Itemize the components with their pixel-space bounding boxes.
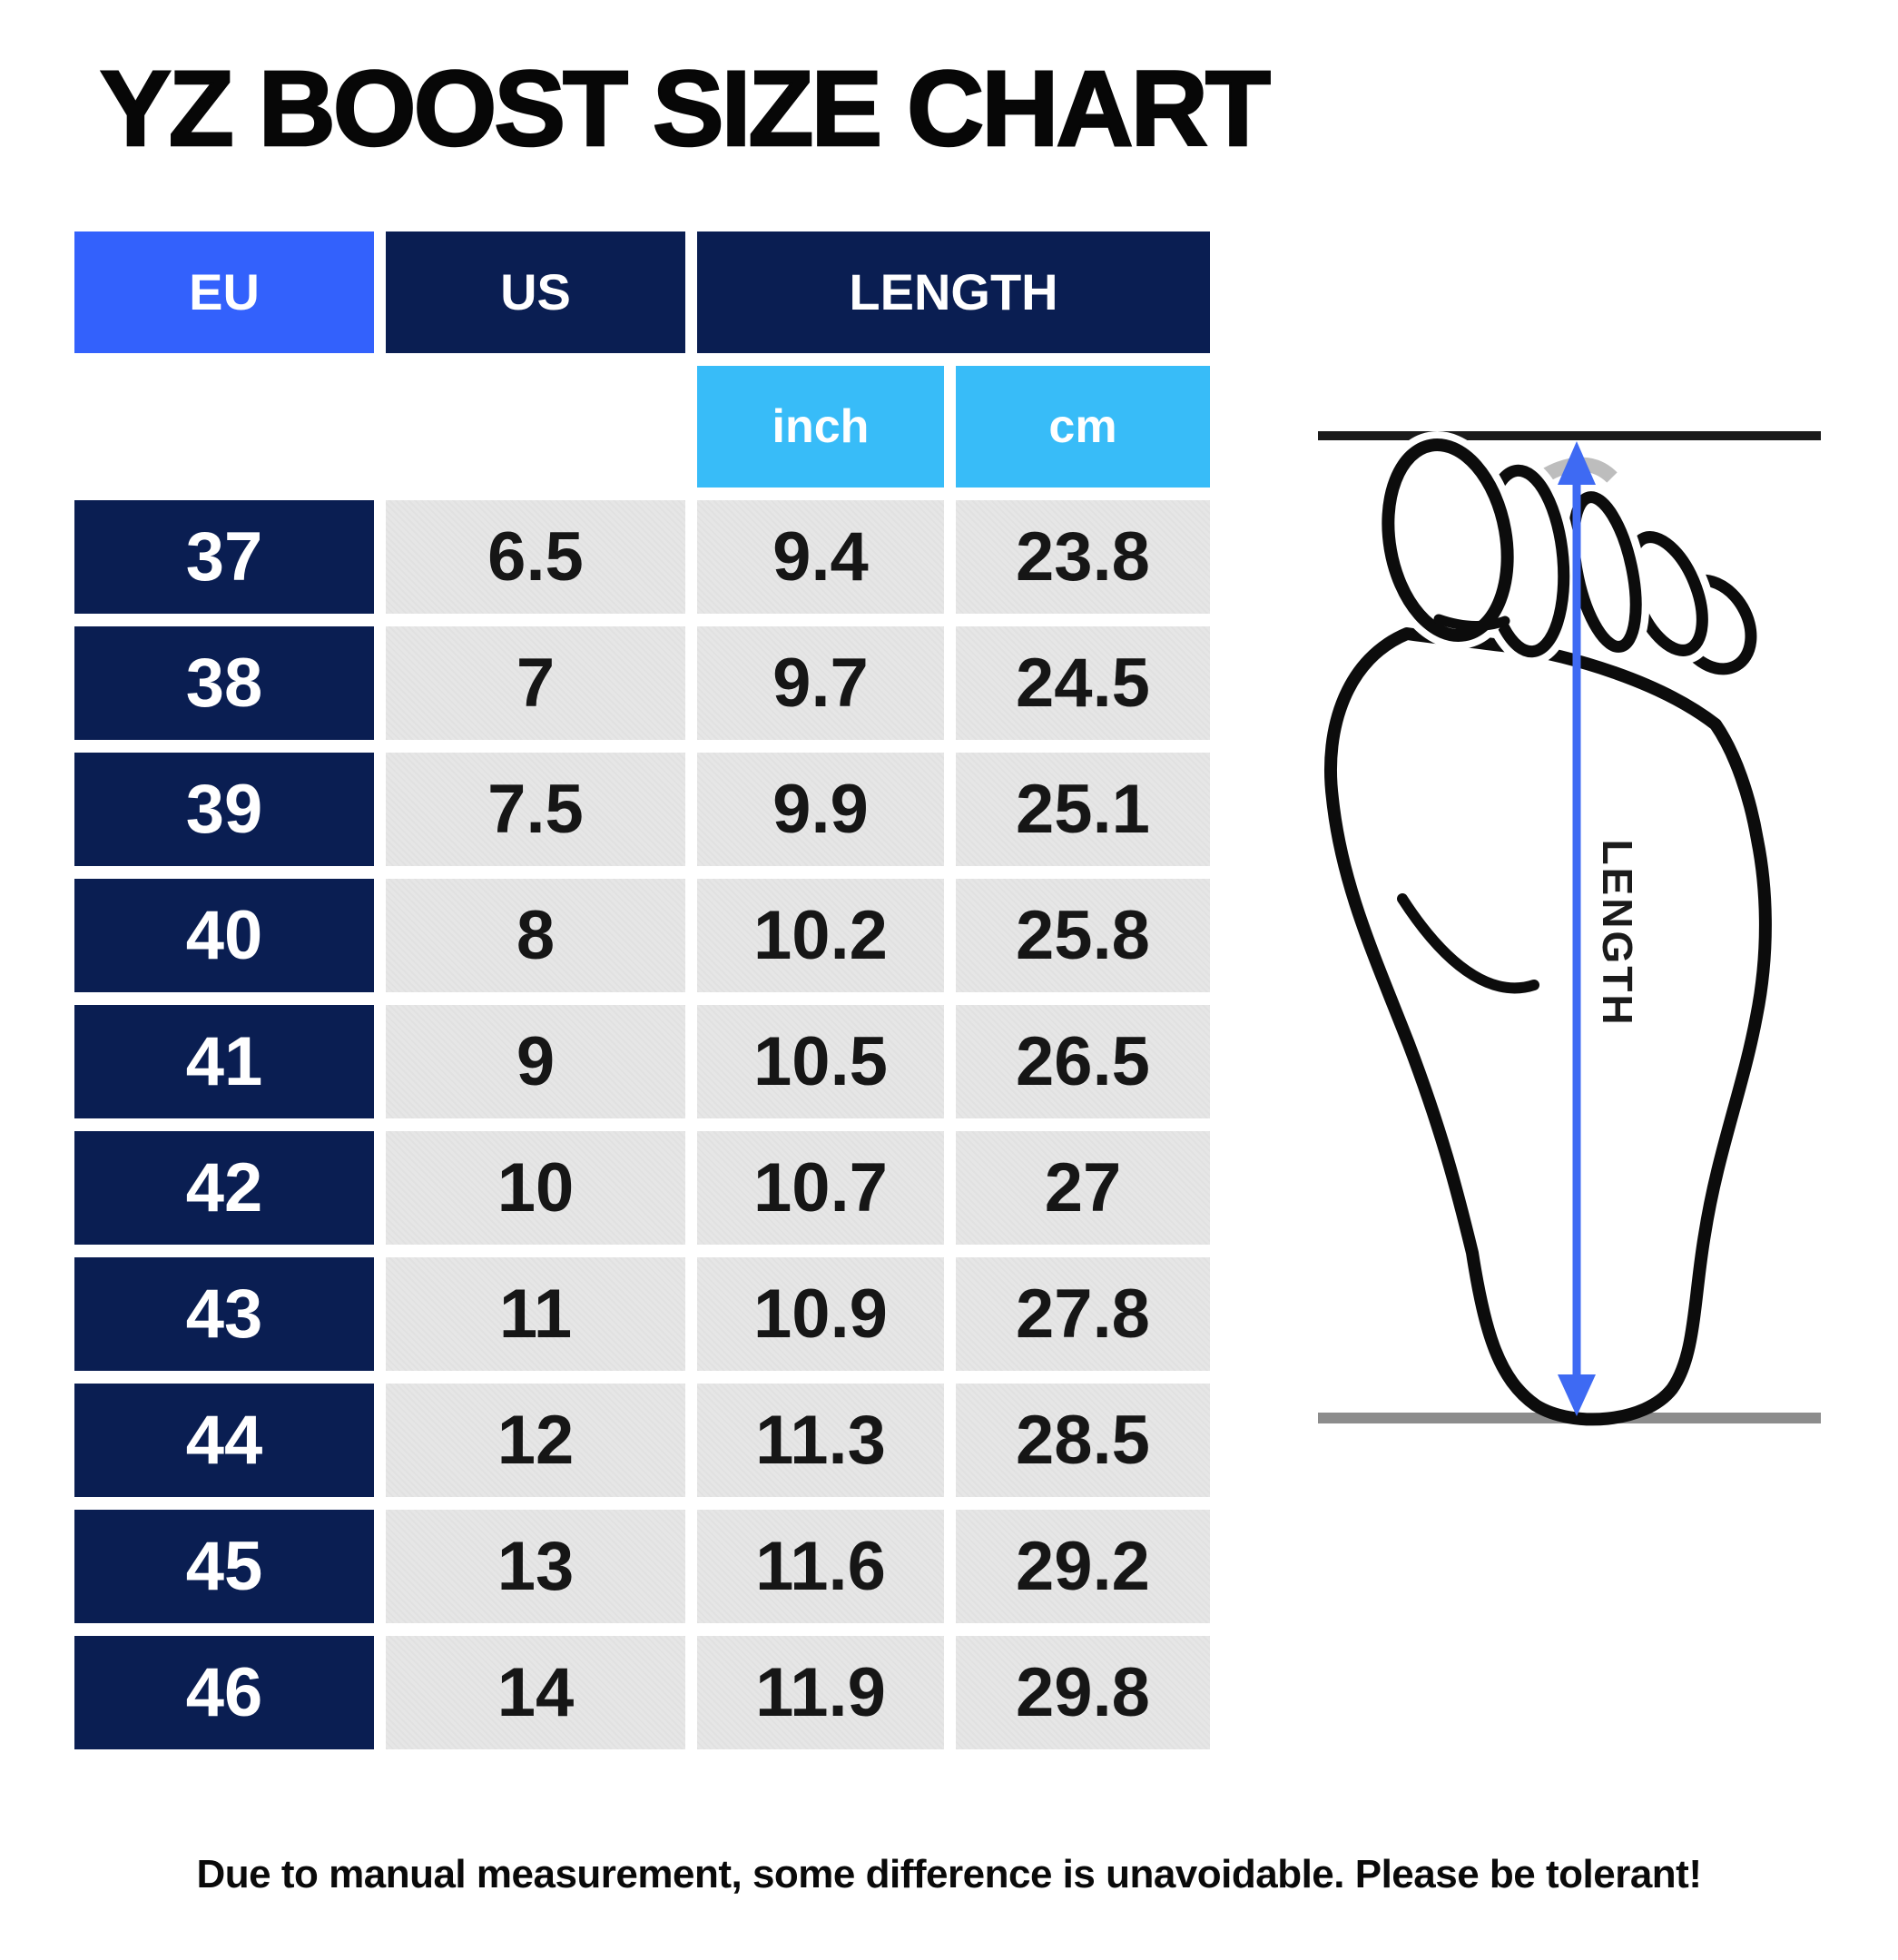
cell-inch: 11.6 xyxy=(697,1510,944,1623)
cell-eu: 44 xyxy=(74,1384,374,1497)
cell-eu: 42 xyxy=(74,1131,374,1245)
length-label: LENGTH xyxy=(1594,839,1641,1027)
cell-eu: 46 xyxy=(74,1636,374,1749)
cell-inch: 10.2 xyxy=(697,879,944,992)
cell-inch: 10.7 xyxy=(697,1131,944,1245)
cell-eu: 45 xyxy=(74,1510,374,1623)
cell-inch: 11.9 xyxy=(697,1636,944,1749)
cell-eu: 41 xyxy=(74,1005,374,1118)
cell-us: 7.5 xyxy=(386,753,685,866)
cell-cm: 29.2 xyxy=(956,1510,1210,1623)
column-header-length: LENGTH xyxy=(697,231,1210,353)
cell-eu: 38 xyxy=(74,626,374,740)
footer-note: Due to manual measurement, some differen… xyxy=(196,1852,1702,1896)
cell-cm: 27 xyxy=(956,1131,1210,1245)
table-empty-cell xyxy=(386,366,685,488)
cell-eu: 43 xyxy=(74,1257,374,1371)
cell-inch: 10.9 xyxy=(697,1257,944,1371)
column-header-eu: EU xyxy=(74,231,374,353)
cell-eu: 37 xyxy=(74,500,374,614)
cell-cm: 26.5 xyxy=(956,1005,1210,1118)
cell-us: 7 xyxy=(386,626,685,740)
cell-us: 8 xyxy=(386,879,685,992)
column-subheader-inch: inch xyxy=(697,366,944,488)
foot-measurement-diagram: LENGTH xyxy=(1318,431,1821,1426)
cell-inch: 9.4 xyxy=(697,500,944,614)
cell-us: 11 xyxy=(386,1257,685,1371)
cell-cm: 25.1 xyxy=(956,753,1210,866)
cell-us: 12 xyxy=(386,1384,685,1497)
cell-cm: 29.8 xyxy=(956,1636,1210,1749)
cell-inch: 9.9 xyxy=(697,753,944,866)
cell-cm: 24.5 xyxy=(956,626,1210,740)
cell-cm: 27.8 xyxy=(956,1257,1210,1371)
sole-creases xyxy=(1397,614,1539,994)
cell-us: 10 xyxy=(386,1131,685,1245)
cell-inch: 11.3 xyxy=(697,1384,944,1497)
column-header-us: US xyxy=(386,231,685,353)
cell-us: 14 xyxy=(386,1636,685,1749)
column-subheader-cm: cm xyxy=(956,366,1210,488)
length-arrow xyxy=(1558,441,1596,1416)
cell-inch: 10.5 xyxy=(697,1005,944,1118)
cell-eu: 40 xyxy=(74,879,374,992)
cell-eu: 39 xyxy=(74,753,374,866)
cell-cm: 28.5 xyxy=(956,1384,1210,1497)
cell-inch: 9.7 xyxy=(697,626,944,740)
size-table: EU US LENGTH inch cm 37 6.5 9.4 23.8 38 … xyxy=(74,231,1210,1749)
cell-cm: 23.8 xyxy=(956,500,1210,614)
foot-toes xyxy=(1374,431,1765,683)
cell-us: 13 xyxy=(386,1510,685,1623)
table-empty-cell xyxy=(74,366,374,488)
cell-cm: 25.8 xyxy=(956,879,1210,992)
foot-sole-outline xyxy=(1323,627,1772,1426)
cell-us: 9 xyxy=(386,1005,685,1118)
cell-us: 6.5 xyxy=(386,500,685,614)
page-title: YZ BOOST SIZE CHART xyxy=(99,48,1272,171)
